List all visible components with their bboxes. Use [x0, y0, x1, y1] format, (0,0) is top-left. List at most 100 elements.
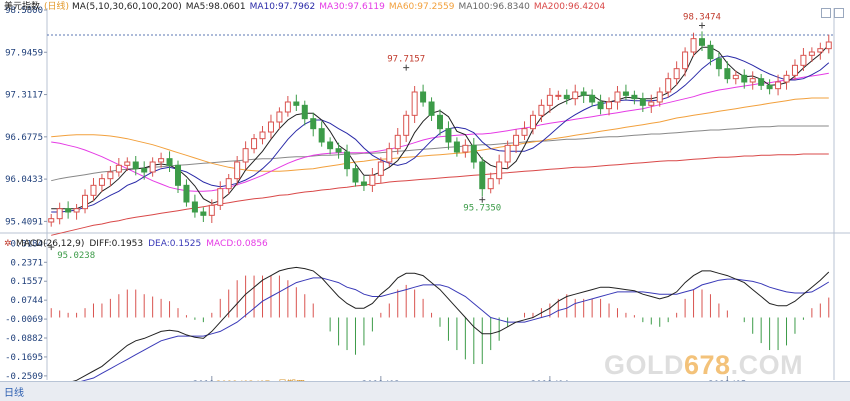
- tab-daily[interactable]: 日线: [4, 388, 24, 399]
- legend-ma100: MA100:96.8340: [459, 2, 531, 12]
- macd-panel-icon: ✲: [4, 239, 12, 249]
- candle-body: [749, 78, 756, 83]
- candle-body: [631, 94, 638, 100]
- candle-body: [377, 161, 384, 176]
- candle-body: [606, 101, 613, 110]
- candle-body: [141, 168, 148, 173]
- legend-diff: DIFF:0.1953: [89, 239, 143, 249]
- candle-body: [318, 128, 325, 143]
- candle-body: [420, 91, 427, 103]
- macd-y-tick-label: -0.0069: [5, 315, 43, 325]
- candle-body: [817, 48, 824, 53]
- candle-body: [648, 101, 655, 106]
- legend-ma30: MA30:97.6119: [319, 2, 385, 12]
- candle-body: [284, 101, 291, 113]
- candle-body: [453, 141, 460, 153]
- legend-name: 美元指数: [4, 0, 40, 12]
- candle-body: [572, 91, 579, 100]
- candle-body: [690, 38, 697, 53]
- candle-body: [107, 171, 114, 180]
- candle-body: [825, 41, 832, 50]
- candle-body: [394, 134, 401, 150]
- y-tick-label: 95.4091: [5, 217, 43, 227]
- candle-body: [301, 104, 308, 120]
- candle-body: [699, 38, 705, 46]
- legend-period: (日线): [44, 0, 69, 12]
- macd-y-tick-label: 0.1557: [10, 277, 43, 287]
- candle-body: [529, 114, 536, 130]
- candle-body: [479, 161, 486, 190]
- candle-body: [217, 188, 224, 206]
- candle-body: [208, 204, 215, 216]
- candle-body: [369, 174, 376, 186]
- candle-body: [267, 121, 274, 133]
- window-controls[interactable]: [818, 3, 844, 22]
- legend-macd-value: MACD:0.0856: [206, 239, 268, 249]
- y-tick-label: 96.6775: [5, 133, 43, 143]
- candle-body: [639, 98, 646, 106]
- candle-body: [808, 51, 815, 56]
- legend-ma5: MA5:98.0601: [186, 2, 246, 12]
- candle-body: [597, 101, 604, 110]
- candle-body: [715, 58, 722, 70]
- candle-body: [48, 218, 55, 223]
- candle-body: [90, 184, 97, 196]
- candle-body: [310, 118, 317, 130]
- candle-body: [538, 104, 545, 116]
- candle-body: [555, 94, 562, 97]
- macd-y-tick-label: 0.0744: [10, 296, 43, 306]
- candle-body: [496, 161, 503, 180]
- candle-body: [124, 161, 131, 166]
- candle-body: [580, 91, 587, 96]
- legend-dea: DEA:0.1525: [148, 239, 201, 249]
- diff-line: [51, 266, 830, 385]
- candle-body: [614, 91, 621, 103]
- macd-y-tick-label: -0.0882: [5, 334, 43, 344]
- y-tick-label: 97.9459: [5, 48, 43, 58]
- candle-body: [403, 114, 410, 136]
- candle-body: [132, 161, 139, 170]
- candle-body: [344, 151, 351, 170]
- candle-body: [428, 101, 435, 116]
- annotation-label: 95.7350: [463, 204, 501, 214]
- annotation-label: 95.0238: [57, 251, 95, 261]
- candle-body: [183, 184, 190, 203]
- candle-body: [293, 101, 300, 106]
- annotation-label: 98.3474: [683, 13, 721, 23]
- candle-body: [234, 161, 241, 180]
- candle-body: [175, 164, 181, 186]
- candle-body: [445, 128, 452, 143]
- candle-body: [563, 94, 570, 100]
- minimize-icon[interactable]: [821, 8, 831, 18]
- candle-body: [775, 81, 782, 90]
- candle-body: [166, 158, 173, 166]
- candle-body: [741, 74, 748, 83]
- candle-body: [504, 144, 511, 163]
- candle-body: [158, 158, 165, 163]
- macd-y-tick-label: -0.1695: [5, 353, 43, 363]
- candle-body: [791, 64, 798, 76]
- candle-body: [56, 208, 63, 220]
- candle-body: [191, 201, 198, 213]
- candle-body: [673, 68, 680, 80]
- candle-body: [800, 54, 807, 66]
- candle-body: [513, 134, 520, 146]
- candle-body: [521, 128, 528, 136]
- legend-ma-label: MA(5,10,30,60,100,200): [72, 2, 182, 12]
- candle-body: [335, 148, 342, 153]
- candle-body: [732, 74, 739, 80]
- legend-ma200: MA200:96.4204: [534, 2, 606, 12]
- candle-body: [82, 194, 89, 210]
- candle-body: [149, 161, 156, 173]
- candle-body: [437, 114, 443, 130]
- candle-body: [546, 94, 553, 106]
- ma60-line: [51, 97, 829, 172]
- maximize-icon[interactable]: [834, 8, 844, 18]
- bottom-toolbar: 日线: [0, 381, 850, 401]
- toolbar-buttons[interactable]: [60, 395, 400, 401]
- candle-body: [251, 138, 258, 150]
- watermark-logo: GOLD678.COM: [604, 350, 804, 380]
- candle-body: [73, 208, 80, 213]
- candle-body: [462, 144, 469, 153]
